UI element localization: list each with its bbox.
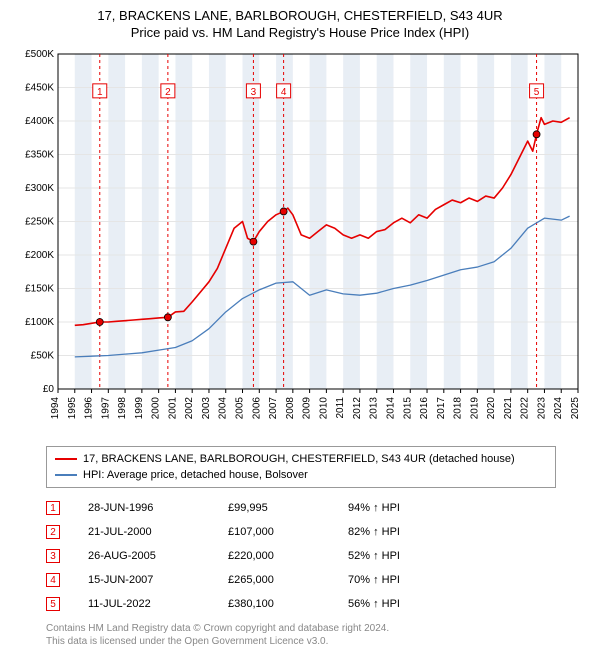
legend-swatch xyxy=(55,458,77,460)
svg-text:£250K: £250K xyxy=(25,217,54,228)
transaction-price: £220,000 xyxy=(228,550,348,562)
svg-text:2018: 2018 xyxy=(453,397,464,420)
svg-text:2006: 2006 xyxy=(251,397,262,420)
title-block: 17, BRACKENS LANE, BARLBOROUGH, CHESTERF… xyxy=(12,8,588,40)
legend: 17, BRACKENS LANE, BARLBOROUGH, CHESTERF… xyxy=(46,446,556,488)
svg-text:2021: 2021 xyxy=(503,397,514,420)
transaction-row: 1 28-JUN-1996£99,99594% ↑ HPI xyxy=(46,496,588,520)
transaction-pct: 52% ↑ HPI xyxy=(348,550,448,562)
svg-text:1: 1 xyxy=(97,87,103,98)
transaction-row: 5 11-JUL-2022£380,10056% ↑ HPI xyxy=(46,592,588,616)
svg-text:2003: 2003 xyxy=(201,397,212,420)
transaction-date: 28-JUN-1996 xyxy=(88,502,228,514)
legend-label: HPI: Average price, detached house, Bols… xyxy=(83,469,308,481)
title-line2: Price paid vs. HM Land Registry's House … xyxy=(12,25,588,40)
chart-container: 17, BRACKENS LANE, BARLBOROUGH, CHESTERF… xyxy=(0,0,600,650)
svg-text:1998: 1998 xyxy=(117,397,128,420)
svg-text:2011: 2011 xyxy=(335,397,346,419)
legend-item: HPI: Average price, detached house, Bols… xyxy=(55,467,547,483)
transaction-marker: 5 xyxy=(46,597,60,611)
transaction-date: 11-JUL-2022 xyxy=(88,598,228,610)
svg-text:£350K: £350K xyxy=(25,150,54,161)
svg-text:2015: 2015 xyxy=(402,397,413,420)
svg-text:2: 2 xyxy=(165,87,171,98)
svg-text:£400K: £400K xyxy=(25,116,54,127)
transaction-marker: 2 xyxy=(46,525,60,539)
svg-text:£450K: £450K xyxy=(25,83,54,94)
title-line1: 17, BRACKENS LANE, BARLBOROUGH, CHESTERF… xyxy=(12,8,588,23)
svg-text:1996: 1996 xyxy=(84,397,95,420)
legend-item: 17, BRACKENS LANE, BARLBOROUGH, CHESTERF… xyxy=(55,451,547,467)
transaction-marker: 3 xyxy=(46,549,60,563)
transaction-date: 26-AUG-2005 xyxy=(88,550,228,562)
legend-label: 17, BRACKENS LANE, BARLBOROUGH, CHESTERF… xyxy=(83,453,515,465)
svg-text:£500K: £500K xyxy=(25,49,54,60)
svg-text:2024: 2024 xyxy=(553,397,564,420)
svg-text:1997: 1997 xyxy=(100,397,111,420)
transaction-row: 3 26-AUG-2005£220,00052% ↑ HPI xyxy=(46,544,588,568)
transaction-price: £107,000 xyxy=(228,526,348,538)
svg-text:2023: 2023 xyxy=(536,397,547,420)
svg-text:£150K: £150K xyxy=(25,284,54,295)
svg-text:2013: 2013 xyxy=(369,397,380,420)
svg-text:2008: 2008 xyxy=(285,397,296,420)
svg-text:1999: 1999 xyxy=(134,397,145,420)
svg-text:2012: 2012 xyxy=(352,397,363,420)
svg-text:2020: 2020 xyxy=(486,397,497,420)
transaction-date: 15-JUN-2007 xyxy=(88,574,228,586)
svg-text:2019: 2019 xyxy=(469,397,480,420)
svg-text:3: 3 xyxy=(251,87,257,98)
svg-text:£200K: £200K xyxy=(25,250,54,261)
svg-text:4: 4 xyxy=(281,87,287,98)
footer-line2: This data is licensed under the Open Gov… xyxy=(46,635,588,648)
svg-text:1994: 1994 xyxy=(50,397,61,420)
svg-text:2009: 2009 xyxy=(302,397,313,420)
svg-text:2004: 2004 xyxy=(218,397,229,420)
transaction-marker: 1 xyxy=(46,501,60,515)
transaction-price: £99,995 xyxy=(228,502,348,514)
transaction-row: 4 15-JUN-2007£265,00070% ↑ HPI xyxy=(46,568,588,592)
transaction-price: £265,000 xyxy=(228,574,348,586)
svg-text:2014: 2014 xyxy=(385,397,396,420)
svg-text:2001: 2001 xyxy=(167,397,178,420)
transactions-table: 1 28-JUN-1996£99,99594% ↑ HPI 2 21-JUL-2000… xyxy=(46,496,588,616)
svg-text:5: 5 xyxy=(534,87,540,98)
legend-swatch xyxy=(55,474,77,476)
transaction-price: £380,100 xyxy=(228,598,348,610)
svg-text:2017: 2017 xyxy=(436,397,447,420)
svg-text:2000: 2000 xyxy=(151,397,162,420)
transaction-pct: 82% ↑ HPI xyxy=(348,526,448,538)
chart-area: £0 £50K £100K £150K £200K £250K £300K £350K £400… xyxy=(12,46,588,436)
footer-line1: Contains HM Land Registry data © Crown c… xyxy=(46,622,588,635)
svg-text:2002: 2002 xyxy=(184,397,195,420)
svg-text:2005: 2005 xyxy=(235,397,246,420)
svg-text:£300K: £300K xyxy=(25,183,54,194)
transaction-pct: 56% ↑ HPI xyxy=(348,598,448,610)
transaction-date: 21-JUL-2000 xyxy=(88,526,228,538)
svg-text:2022: 2022 xyxy=(520,397,531,420)
svg-text:1995: 1995 xyxy=(67,397,78,420)
svg-text:£50K: £50K xyxy=(31,351,55,362)
svg-text:2016: 2016 xyxy=(419,397,430,420)
svg-text:2025: 2025 xyxy=(570,397,581,420)
transaction-pct: 94% ↑ HPI xyxy=(348,502,448,514)
footer: Contains HM Land Registry data © Crown c… xyxy=(46,622,588,648)
transaction-marker: 4 xyxy=(46,573,60,587)
svg-text:£100K: £100K xyxy=(25,317,54,328)
svg-text:2010: 2010 xyxy=(318,397,329,420)
chart-svg: £0 £50K £100K £150K £200K £250K £300K £350K £400… xyxy=(12,46,588,436)
svg-text:2007: 2007 xyxy=(268,397,279,420)
transaction-row: 2 21-JUL-2000£107,00082% ↑ HPI xyxy=(46,520,588,544)
transaction-pct: 70% ↑ HPI xyxy=(348,574,448,586)
svg-text:£0: £0 xyxy=(43,384,55,395)
